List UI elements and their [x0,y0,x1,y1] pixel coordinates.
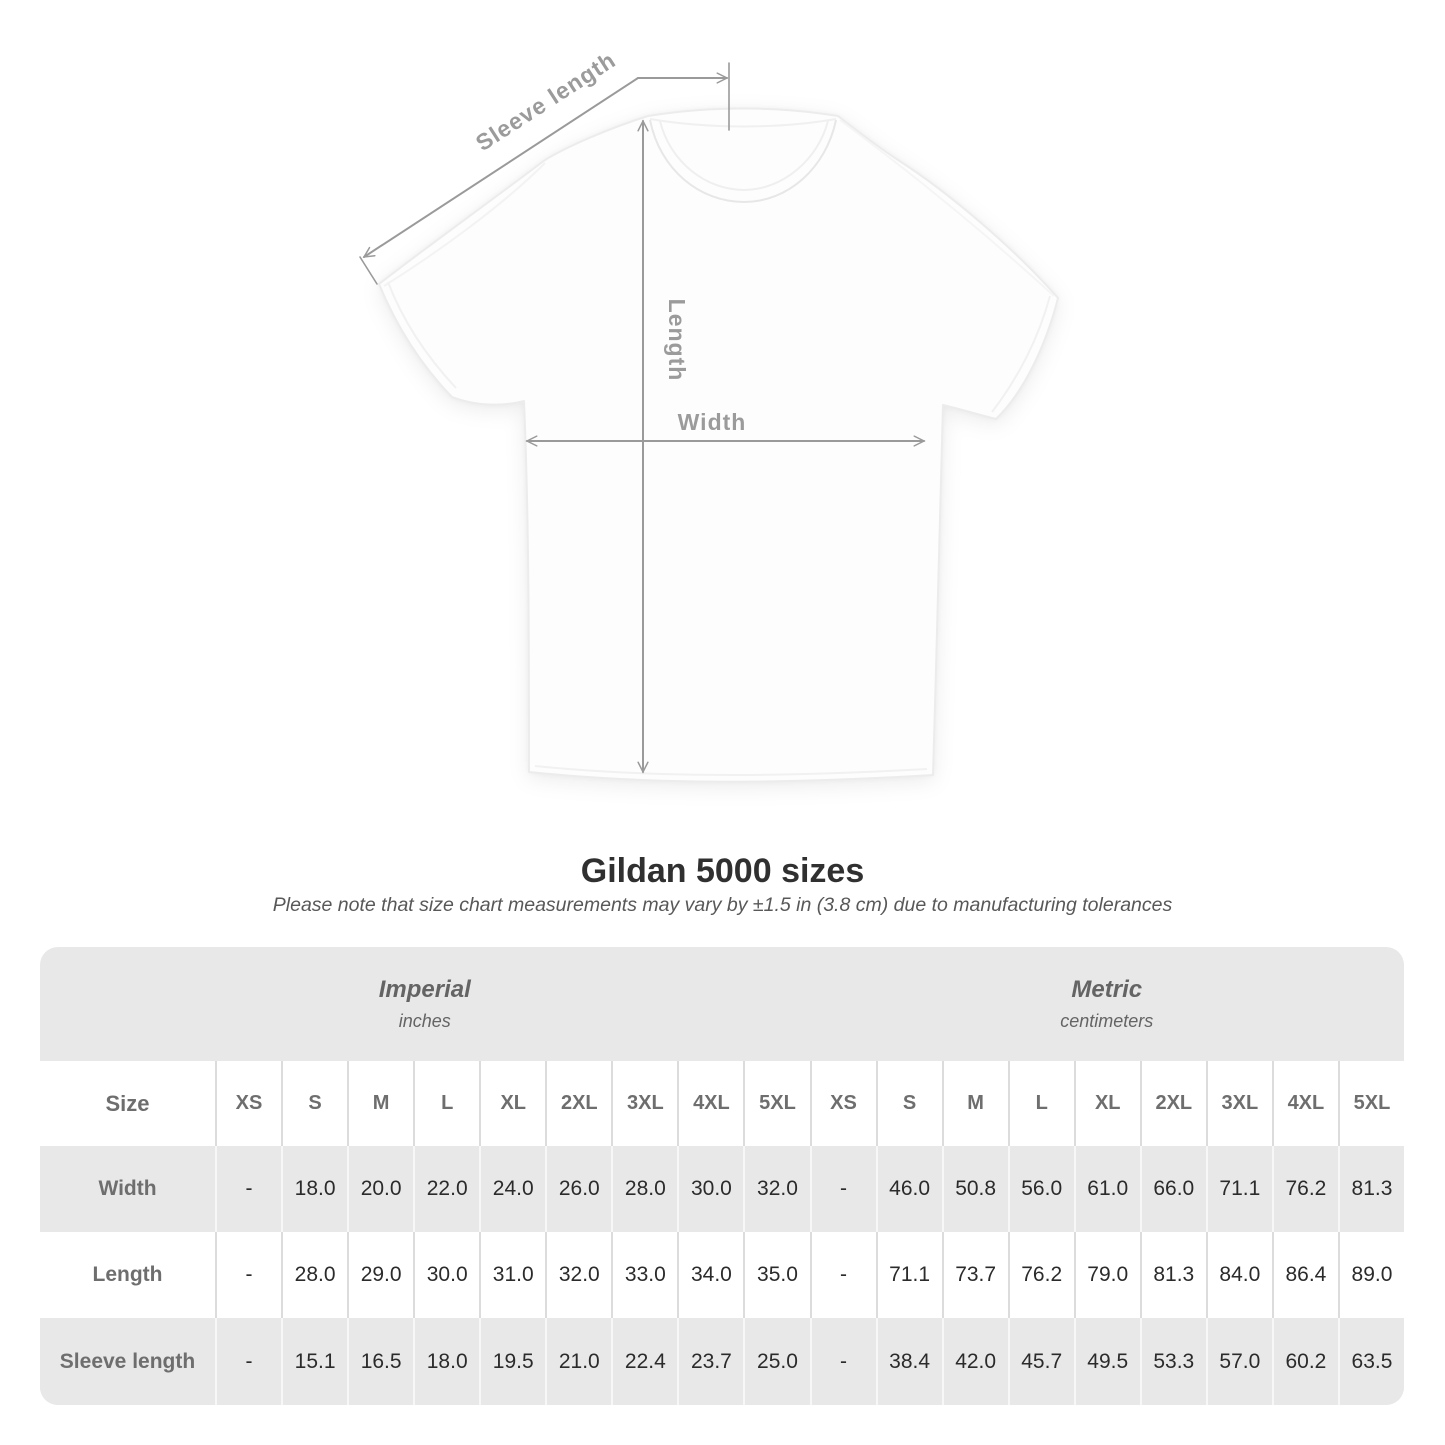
size-header-imperial-2xl: 2XL [545,1061,612,1146]
value-metric: 49.5 [1073,1318,1140,1405]
value-imperial: 22.0 [413,1146,480,1232]
tshirt-measurement-diagram: Sleeve length Length Width [359,46,1059,783]
value-imperial: 35.0 [743,1232,810,1318]
value-metric: 71.1 [875,1232,942,1318]
imperial-label: Imperial [378,976,471,1003]
size-header-metric-xs: XS [809,1061,876,1146]
tshirt-image [378,107,1059,783]
value-imperial: 33.0 [611,1232,678,1318]
value-metric: 84.0 [1205,1232,1272,1318]
value-imperial: 20.0 [347,1146,414,1232]
size-header-metric-5xl: 5XL [1337,1061,1404,1146]
value-metric: 57.0 [1205,1318,1272,1405]
value-imperial: 28.0 [281,1232,348,1318]
size-header-imperial-m: M [347,1061,414,1146]
value-imperial: 32.0 [743,1146,810,1232]
value-imperial: - [215,1318,282,1405]
value-metric: 45.7 [1007,1318,1074,1405]
width-label: Width [678,409,747,435]
dimension-lines [359,62,926,774]
value-imperial: 31.0 [479,1232,546,1318]
sleeve-length-arrow [362,77,639,258]
value-imperial: 19.5 [479,1318,546,1405]
metric-label: Metric [1071,976,1143,1003]
sleeve-tip-tick [359,256,378,285]
size-header-imperial-s: S [281,1061,348,1146]
page-title: Gildan 5000 sizes [580,852,865,890]
value-metric: 81.3 [1139,1232,1206,1318]
value-metric: 81.3 [1337,1146,1404,1232]
value-imperial: 18.0 [281,1146,348,1232]
value-metric: 38.4 [875,1318,942,1405]
value-imperial: 22.4 [611,1318,678,1405]
size-column-header: Size [40,1061,215,1146]
metric-group-header: Metric centimeters [810,947,1405,1061]
size-header-imperial-xs: XS [215,1061,282,1146]
value-imperial: 25.0 [743,1318,810,1405]
value-metric: - [809,1232,876,1318]
value-metric: 73.7 [941,1232,1008,1318]
imperial-unit-label: inches [398,1011,451,1031]
imperial-group-header: Imperial inches [40,947,810,1061]
value-metric: 66.0 [1139,1146,1206,1232]
value-metric: 86.4 [1271,1232,1338,1318]
tolerance-note: Please note that size chart measurements… [272,894,1173,916]
value-imperial: - [215,1232,282,1318]
value-metric: 56.0 [1007,1146,1074,1232]
length-label: Length [664,299,690,382]
size-header-imperial-xl: XL [479,1061,546,1146]
value-imperial: 30.0 [413,1232,480,1318]
value-imperial: 21.0 [545,1318,612,1405]
value-imperial: 26.0 [545,1146,612,1232]
value-metric: 61.0 [1073,1146,1140,1232]
value-metric: 42.0 [941,1318,1008,1405]
value-metric: - [809,1146,876,1232]
size-header-imperial-3xl: 3XL [611,1061,678,1146]
value-metric: 53.3 [1139,1318,1206,1405]
size-header-metric-l: L [1007,1061,1074,1146]
size-header-metric-3xl: 3XL [1205,1061,1272,1146]
value-imperial: 29.0 [347,1232,414,1318]
row-label-length: Length [40,1232,215,1318]
size-header-metric-m: M [941,1061,1008,1146]
value-imperial: 15.1 [281,1318,348,1405]
metric-unit-label: centimeters [1060,1011,1154,1031]
size-header-imperial-5xl: 5XL [743,1061,810,1146]
value-imperial: 30.0 [677,1146,744,1232]
size-header-metric-s: S [875,1061,942,1146]
value-metric: 76.2 [1271,1146,1338,1232]
value-imperial: 18.0 [413,1318,480,1405]
size-table: Imperial inches Metric centimeters Size X… [40,947,1404,1405]
value-metric: 63.5 [1337,1318,1404,1405]
size-header-imperial-l: L [413,1061,480,1146]
size-header-metric-4xl: 4XL [1271,1061,1338,1146]
value-metric: 79.0 [1073,1232,1140,1318]
size-header-metric-2xl: 2XL [1139,1061,1206,1146]
row-label-sleeve-length: Sleeve length [40,1318,215,1405]
value-imperial: 23.7 [677,1318,744,1405]
value-metric: 50.8 [941,1146,1008,1232]
value-imperial: 32.0 [545,1232,612,1318]
value-metric: - [809,1318,876,1405]
size-header-imperial-4xl: 4XL [677,1061,744,1146]
value-imperial: 28.0 [611,1146,678,1232]
value-metric: 46.0 [875,1146,942,1232]
value-metric: 89.0 [1337,1232,1404,1318]
value-imperial: 24.0 [479,1146,546,1232]
value-imperial: 34.0 [677,1232,744,1318]
value-metric: 60.2 [1271,1318,1338,1405]
row-label-width: Width [40,1146,215,1232]
value-imperial: - [215,1146,282,1232]
size-header-metric-xl: XL [1073,1061,1140,1146]
value-metric: 71.1 [1205,1146,1272,1232]
value-metric: 76.2 [1007,1232,1074,1318]
value-imperial: 16.5 [347,1318,414,1405]
